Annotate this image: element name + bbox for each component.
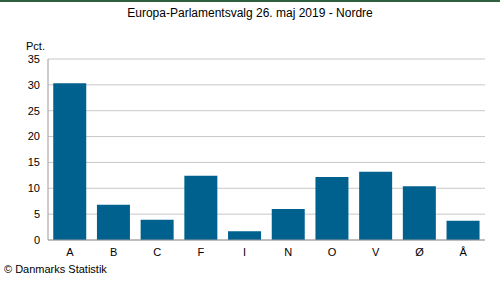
html-text:Europa-Parlamentsvalg 26. maj: Europa-Parlamentsvalg 26. maj 2019 - Nor… — [127, 6, 373, 20]
svg-text:N: N — [284, 246, 292, 258]
svg-text:Ø: Ø — [415, 246, 424, 258]
svg-text:15: 15 — [28, 156, 40, 168]
svg-text:I: I — [243, 246, 246, 258]
svg-text:O: O — [328, 246, 337, 258]
svg-text:20: 20 — [28, 130, 40, 142]
svg-text:5: 5 — [34, 208, 40, 220]
html-text:© Danmarks Statistik: © Danmarks Statistik — [4, 263, 107, 275]
svg-text:Å: Å — [459, 246, 467, 258]
svg-text:0: 0 — [34, 234, 40, 246]
svg-text:10: 10 — [28, 182, 40, 194]
svg-text:30: 30 — [28, 79, 40, 91]
svg-text:F: F — [198, 246, 205, 258]
svg-text:35: 35 — [28, 53, 40, 65]
svg-text:A: A — [66, 246, 74, 258]
svg-text:V: V — [372, 246, 380, 258]
html-text:Pct.: Pct. — [26, 40, 45, 52]
svg-text:25: 25 — [28, 105, 40, 117]
svg-text:C: C — [153, 246, 161, 258]
svg-text:B: B — [110, 246, 117, 258]
